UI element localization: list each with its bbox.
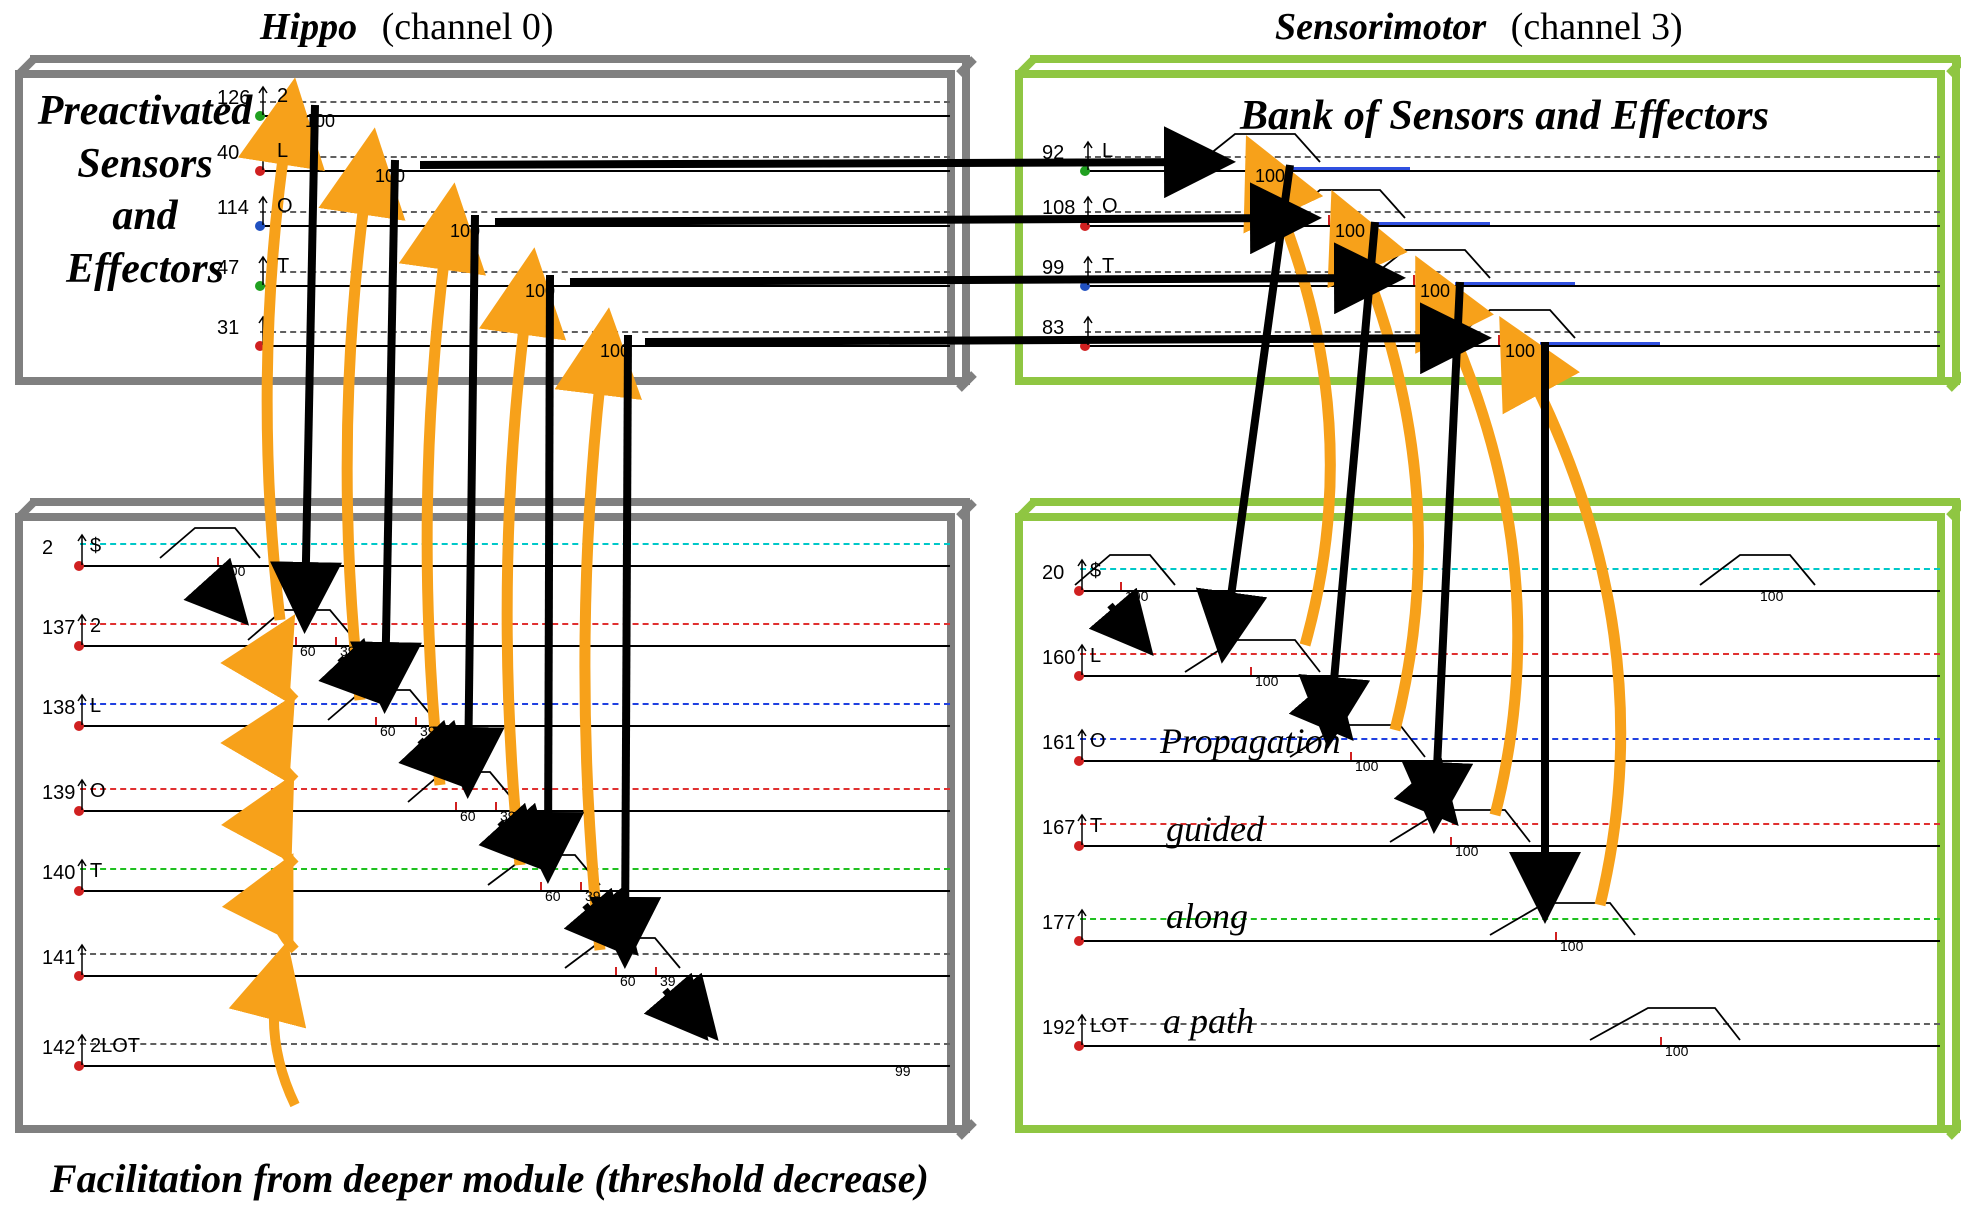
tl-line2: Sensors [77,141,212,187]
value-label: 39 [500,808,516,824]
value-label: 100 [375,166,405,187]
row-letter: L [90,695,101,718]
row-letter: O [1102,195,1118,218]
value-label: 100 [1125,588,1148,604]
tl-line4: Effectors [66,246,224,292]
row-id: 83 [1042,317,1064,340]
row-letter: T [90,860,102,883]
row-id: 142 [42,1037,75,1060]
value-label: 100 [1505,341,1535,362]
row-id: 160 [1042,647,1075,670]
row-letter: $ [90,535,101,558]
value-label: 39 [340,643,356,659]
value-label: 100 [1420,281,1450,302]
value-label: 60 [460,808,476,824]
row-id: 40 [217,142,239,165]
row-id: 108 [1042,197,1075,220]
value-label: 100 [525,281,555,302]
value-label: 100 [1355,758,1378,774]
row-id: 126 [217,87,250,110]
br-annot-3: along [1166,895,1248,937]
row-id: 167 [1042,817,1075,840]
value-label: 100 [1255,166,1285,187]
panel-tr-label: Bank of Sensors and Effectors [1240,92,1769,140]
row-id: 20 [1042,562,1064,585]
value-label: 39 [660,973,676,989]
row-letter: 2 [277,85,288,108]
row-letter: O [90,780,106,803]
value-label: 60 [300,643,316,659]
row-letter: L [277,140,288,163]
row-id: 139 [42,782,75,805]
hippo-chan: (channel 0) [382,6,554,48]
sens-title: Sensorimotor (channel 3) [1275,5,1683,49]
value-label: 100 [222,563,245,579]
row-id: 92 [1042,142,1064,165]
panel-bot-left [15,513,955,1133]
row-letter: O [277,195,293,218]
footer-label: Facilitation from deeper module (thresho… [50,1155,929,1202]
row-id: 114 [217,197,249,220]
value-label: 39 [420,723,436,739]
value-label: 100 [305,111,335,132]
row-letter: T [277,255,289,278]
row-id: 177 [1042,912,1075,935]
value-label: 100 [1560,938,1583,954]
row-id: 161 [1042,732,1075,755]
br-annot-1: Propagation [1160,720,1341,762]
row-id: 47 [217,257,239,280]
hippo-name: Hippo [260,6,357,48]
value-label: 39 [585,888,601,904]
row-id: 140 [42,862,75,885]
row-letter: $ [1090,560,1101,583]
row-id: 141 [42,947,75,970]
sens-name: Sensorimotor [1275,6,1486,48]
row-id: 2 [42,537,53,560]
row-letter: LOT [1090,1015,1129,1038]
row-id: 192 [1042,1017,1075,1040]
value-label: 100 [1455,843,1478,859]
row-id: 137 [42,617,75,640]
value-label: 100 [600,341,630,362]
value-label: 60 [380,723,396,739]
br-annot-4: a path [1163,1000,1254,1042]
row-id: 31 [217,317,239,340]
value-label: 100 [1665,1043,1688,1059]
row-id: 99 [1042,257,1064,280]
row-letter: O [1090,730,1106,753]
row-letter: 2 [90,615,101,638]
row-letter: T [1090,815,1102,838]
value-label: 100 [1255,673,1278,689]
value-label: 60 [545,888,561,904]
row-id: 138 [42,697,75,720]
sens-chan: (channel 3) [1511,6,1683,48]
tl-line3: and [112,193,177,239]
br-annot-2: guided [1166,808,1264,850]
value-label: 60 [620,973,636,989]
row-letter: T [1102,255,1114,278]
value-label: 100 [450,221,480,242]
row-letter: L [1090,645,1101,668]
hippo-title: Hippo (channel 0) [260,5,554,49]
row-letter: L [1102,140,1113,163]
row-letter: 2LOT [90,1035,140,1058]
value-label: 100 [1335,221,1365,242]
